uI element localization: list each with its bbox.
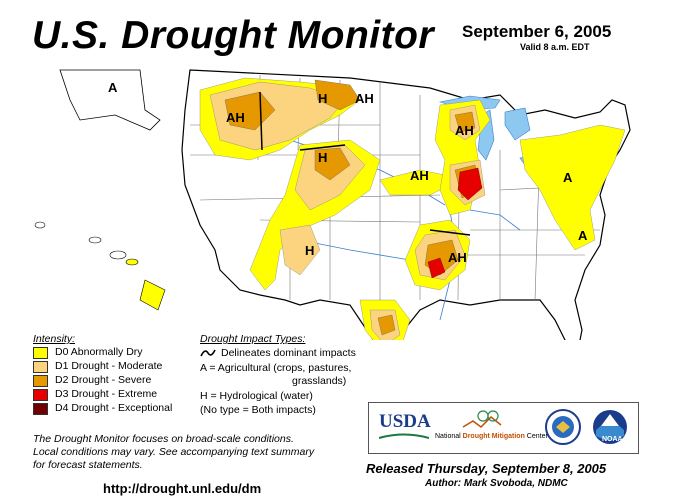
intensity-title: Intensity:: [33, 333, 76, 345]
label-ia: AH: [410, 168, 429, 183]
hawaii-inset: [34, 221, 166, 311]
impact-labels: A AH H AH H AH AH A A H AH A: [108, 80, 588, 340]
label-ar: AH: [448, 250, 467, 265]
usda-logo: USDA: [379, 411, 431, 432]
map-title: U.S. Drought Monitor: [32, 14, 435, 57]
swatch-d3: [33, 389, 48, 401]
valid-time: Valid 8 a.m. EDT: [520, 42, 590, 52]
swatch-d0: [33, 347, 48, 359]
logos-panel: USDA National Drought Mitigation Center …: [368, 402, 639, 454]
note-line-2: Local conditions may vary. See accompany…: [33, 446, 315, 458]
website-url[interactable]: http://drought.unl.edu/dm: [103, 481, 262, 496]
commerce-seal-icon: [545, 409, 581, 445]
label-co: H: [305, 243, 314, 258]
ndmc-suffix: Center: [524, 433, 548, 440]
note-line-1: The Drought Monitor focuses on broad-sca…: [33, 433, 294, 445]
legend-d3-label: D3 Drought - Extreme: [55, 388, 158, 400]
label-nw: AH: [226, 110, 245, 125]
legend-d1-label: D1 Drought - Moderate: [55, 360, 163, 372]
ndmc-main: Drought Mitigation: [462, 433, 525, 440]
label-ny: A: [563, 170, 573, 185]
impact-line-label: Delineates dominant impacts: [221, 347, 356, 359]
legend-d2-label: D2 Drought - Severe: [55, 374, 152, 386]
impact-both-label: (No type = Both impacts): [200, 404, 316, 416]
impact-ag-label: A = Agricultural (crops, pastures,: [200, 362, 352, 374]
release-date: Released Thursday, September 8, 2005: [366, 461, 607, 476]
disclaimer-note: The Drought Monitor focuses on broad-sca…: [33, 433, 353, 472]
label-nc: A: [578, 228, 588, 243]
noaa-text: NOAA: [602, 436, 623, 443]
noaa-logo-icon: NOAA: [593, 410, 627, 444]
impact-title: Drought Impact Types:: [200, 333, 306, 345]
impact-line-icon: [200, 349, 216, 357]
legend-d4-label: D4 Drought - Exceptional: [55, 402, 173, 414]
impact-hydro-label: H = Hydrological (water): [200, 390, 313, 402]
label-mt: H: [318, 91, 327, 106]
author-credit: Author: Mark Svoboda, NDMC: [425, 478, 568, 489]
label-tx: A: [384, 338, 394, 340]
ndmc-prefix: National: [435, 433, 463, 440]
swatch-d1: [33, 361, 48, 373]
legend-d0-label: D0 Abnormally Dry: [55, 346, 143, 358]
label-ak: A: [108, 80, 118, 95]
impact-lines: [259, 91, 471, 236]
drought-d3: [427, 167, 483, 279]
ndmc-tree-icon: [462, 410, 502, 428]
drought-map: A AH H AH H AH AH A A H AH A: [34, 69, 631, 340]
alaska-inset: [59, 69, 161, 131]
usda-swoosh: [379, 433, 429, 439]
label-nd: AH: [355, 91, 374, 106]
ndmc-logo-text: National Drought Mitigation Center: [435, 433, 548, 440]
impact-ag-label-cont: grasslands): [292, 375, 347, 387]
label-wi: AH: [455, 123, 474, 138]
swatch-d4: [33, 403, 48, 415]
note-line-3: for forecast statements.: [33, 459, 143, 471]
map-date: September 6, 2005: [462, 22, 612, 41]
swatch-d2: [33, 375, 48, 387]
label-wy: H: [318, 150, 327, 165]
